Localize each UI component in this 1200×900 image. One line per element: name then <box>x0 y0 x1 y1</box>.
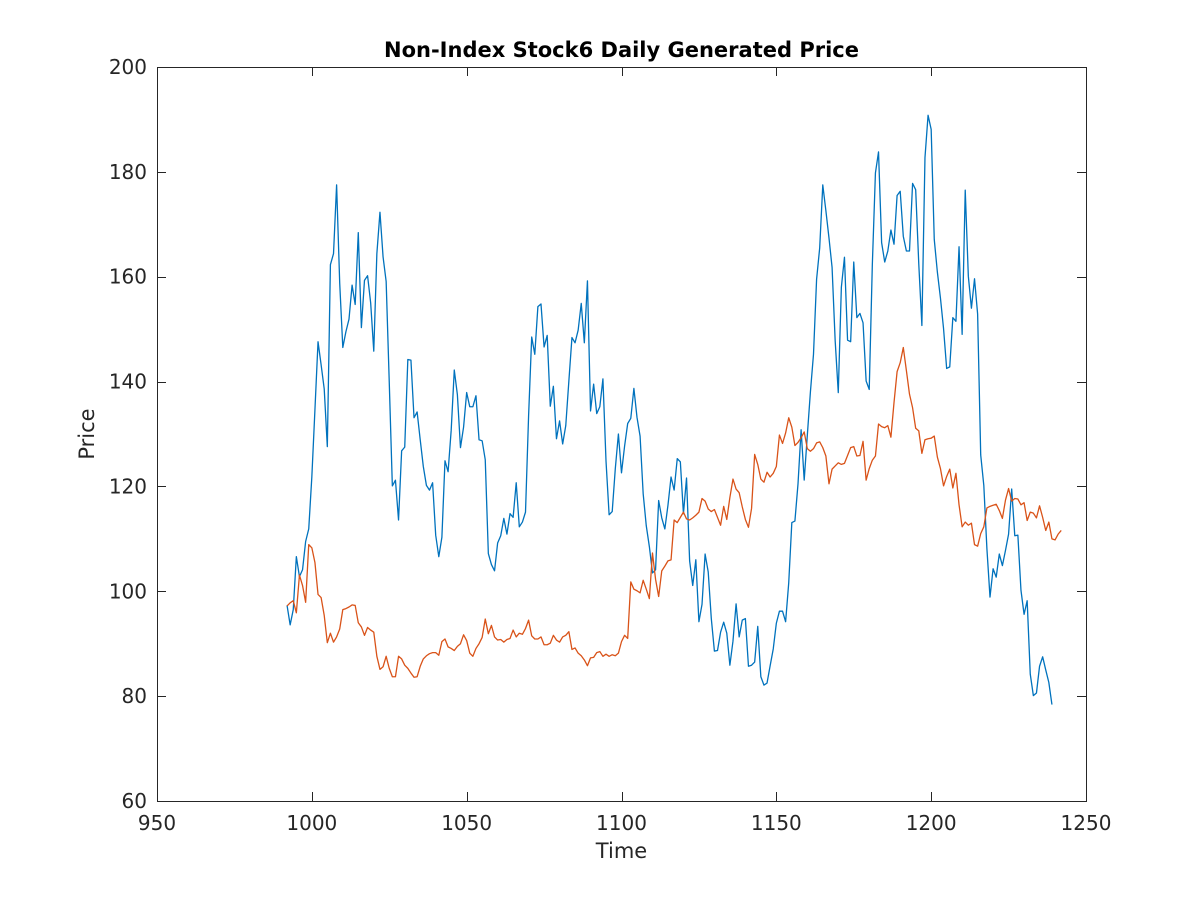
y-tick-label: 120 <box>109 474 147 498</box>
x-tick-label: 1050 <box>441 811 492 835</box>
y-tick-label: 200 <box>109 55 147 79</box>
y-tick-label: 160 <box>109 265 147 289</box>
y-tick-label: 180 <box>109 160 147 184</box>
y-axis-label: Price <box>75 408 99 459</box>
y-tick-label: 140 <box>109 370 147 394</box>
x-axis-ticks: 950 1000 1050 1100 1150 1200 1250 <box>138 67 1112 835</box>
x-tick-label: 1200 <box>906 811 957 835</box>
series-line-2 <box>286 346 1062 678</box>
y-tick-label: 60 <box>122 789 147 813</box>
y-axis-ticks: 60 80 100 120 140 160 180 200 <box>109 55 1086 813</box>
x-tick-label: 1150 <box>751 811 802 835</box>
x-tick-label: 950 <box>138 811 176 835</box>
series-layer <box>286 114 1062 705</box>
x-axis-label: Time <box>595 839 647 863</box>
x-tick-label: 1250 <box>1061 811 1112 835</box>
series-line-1 <box>286 114 1053 705</box>
chart-title: Non-Index Stock6 Daily Generated Price <box>384 38 859 62</box>
x-tick-label: 1000 <box>286 811 337 835</box>
x-tick-label: 1100 <box>596 811 647 835</box>
y-tick-label: 100 <box>109 579 147 603</box>
y-tick-label: 80 <box>122 684 147 708</box>
plot-area <box>157 67 1086 801</box>
